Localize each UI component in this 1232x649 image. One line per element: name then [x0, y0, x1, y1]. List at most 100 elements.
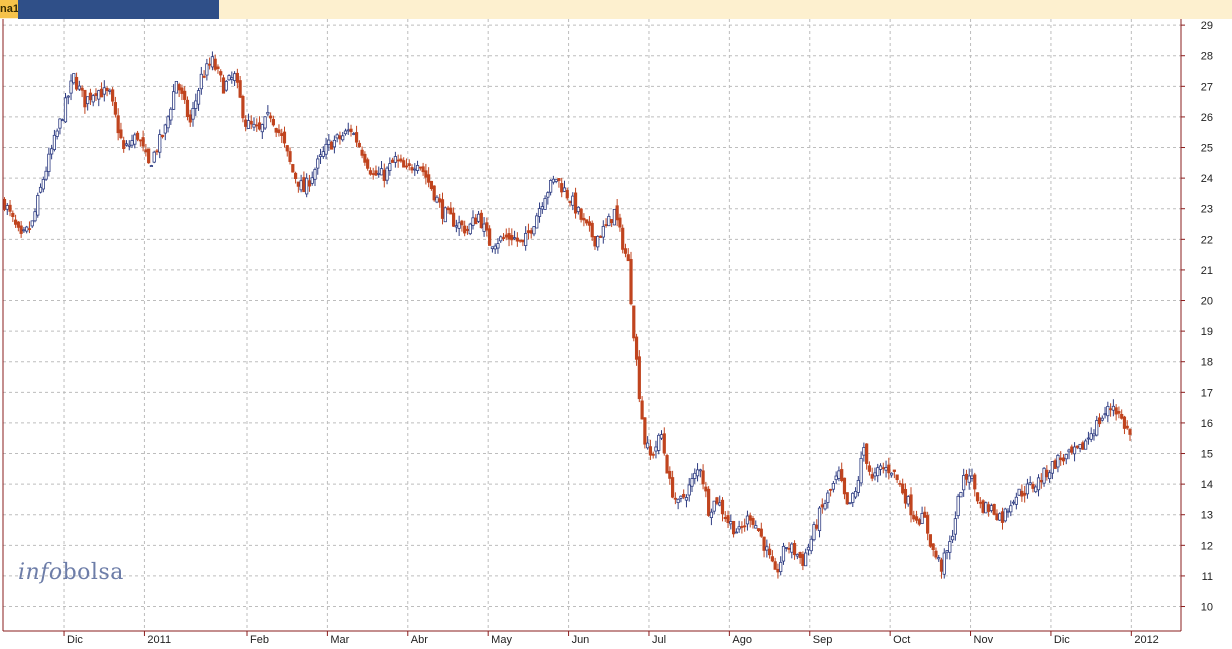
candle-body [435, 196, 439, 203]
candle-body [374, 170, 378, 176]
candle-body [937, 557, 941, 560]
candle-body [2, 198, 7, 210]
candle-body [806, 546, 811, 551]
candle-body [63, 97, 68, 123]
candle-body [1084, 440, 1088, 450]
x-tick-label: Oct [893, 634, 910, 646]
candle-body [224, 80, 228, 91]
candle-body [490, 246, 495, 250]
x-tick-label: Nov [974, 634, 994, 646]
candle-body [249, 120, 253, 125]
candle-body [424, 170, 428, 178]
candle-body [346, 129, 350, 132]
candle-body [623, 248, 628, 254]
candle-body [762, 536, 766, 551]
candle-body [942, 552, 946, 575]
candle-body [1025, 483, 1030, 495]
candle-body [673, 497, 677, 500]
y-tick-label: 27 [1201, 81, 1213, 93]
candle-body [302, 177, 306, 193]
candle-body [108, 89, 112, 92]
candle-body [1070, 446, 1074, 453]
candle-body [634, 336, 639, 360]
candle-body [773, 561, 777, 570]
candle-body [579, 208, 583, 220]
y-tick-label: 14 [1201, 479, 1213, 491]
candle-body [668, 470, 672, 479]
y-tick-label: 28 [1201, 51, 1213, 63]
y-tick-label: 22 [1201, 234, 1213, 246]
candle-body [415, 165, 420, 171]
candle-body [756, 528, 761, 531]
candle-body [410, 167, 414, 171]
candle-body [720, 499, 725, 515]
x-tick-label: 2011 [147, 634, 171, 646]
candle-body [1028, 482, 1032, 485]
candle-body [507, 233, 511, 240]
grid-layer [3, 19, 1181, 631]
candle-body [887, 464, 891, 474]
candle-body [155, 150, 159, 153]
candle-body [560, 183, 564, 193]
candle-body [1056, 454, 1060, 468]
candle-body [526, 230, 531, 233]
candle-body [906, 496, 910, 505]
candle-body [593, 235, 597, 247]
candle-body [269, 115, 273, 119]
candle-body [476, 213, 481, 222]
tab-bar[interactable] [18, 0, 219, 19]
candle-body [485, 222, 489, 231]
candle-body [948, 541, 952, 553]
y-tick-label: 16 [1201, 418, 1213, 430]
candle-body [199, 73, 203, 90]
candle-body [371, 173, 375, 175]
candle-body [798, 552, 802, 558]
candle-body [55, 130, 59, 137]
x-tick-label: Jul [652, 634, 666, 646]
candle-body [975, 492, 980, 502]
candle-body [842, 477, 847, 495]
candle-body [307, 180, 312, 187]
candle-body [718, 502, 722, 506]
candle-body [737, 526, 741, 530]
candle-body [438, 198, 442, 203]
candle-body [1039, 479, 1043, 483]
candle-body [970, 475, 974, 479]
candle-body [917, 519, 921, 525]
candle-body [163, 124, 167, 134]
candle-body [1011, 501, 1016, 504]
candle-body [44, 170, 48, 180]
tab-label[interactable]: na1 [0, 0, 18, 18]
candle-body [914, 516, 919, 521]
candle-body [862, 447, 866, 456]
candle-body [501, 237, 506, 239]
candle-body [637, 356, 641, 400]
candle-body [252, 123, 256, 128]
candle-body [482, 223, 486, 232]
candle-body [172, 91, 176, 110]
candle-body [263, 116, 267, 129]
candle-body [77, 85, 81, 90]
candle-body [565, 190, 569, 199]
candle-body [754, 525, 758, 529]
candle-body [587, 221, 592, 226]
candle-body [138, 139, 142, 142]
candle-body [19, 225, 23, 234]
candle-body [959, 492, 963, 498]
candle-body [449, 207, 453, 215]
candle-body [765, 546, 769, 551]
candle-body [1036, 477, 1041, 491]
candle-body [291, 164, 295, 173]
candle-body [282, 131, 287, 144]
price-chart: 10 11 12 13 14 15 16 17 18 19 20 21 22 23 24 25 26 27 28 29… [2, 19, 1213, 646]
candle-body [1031, 483, 1035, 489]
candle-body [332, 139, 336, 148]
candle-body [743, 525, 747, 528]
candle-body [820, 504, 824, 508]
candle-body [510, 235, 514, 241]
candle-body [781, 545, 786, 562]
candle-body [74, 76, 79, 90]
candle-body [324, 143, 328, 155]
x-tick-label: 2012 [1134, 634, 1158, 646]
candle-body [1003, 508, 1007, 522]
